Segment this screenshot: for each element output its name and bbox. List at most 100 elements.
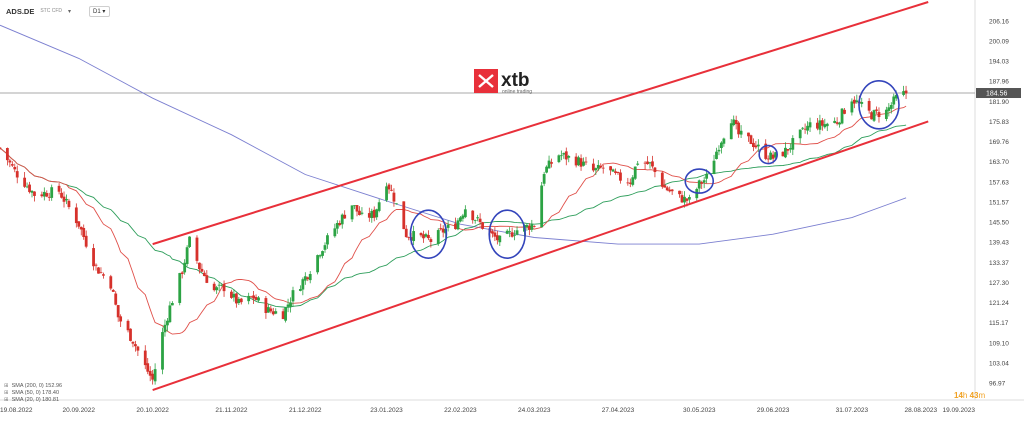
highlight-circle[interactable] — [488, 209, 526, 259]
candle-body — [234, 293, 238, 304]
candle-body — [648, 162, 652, 164]
highlight-circle[interactable] — [409, 209, 448, 259]
candle-body — [852, 99, 856, 104]
sma200-line — [0, 24, 907, 245]
candle-body — [8, 160, 12, 163]
timeframe-label: D1 — [93, 8, 101, 15]
timeframe-selector[interactable]: D1 ▾ — [89, 5, 111, 17]
candle-body — [591, 163, 595, 171]
candle-body — [904, 90, 908, 94]
candle-body — [614, 171, 617, 174]
candle-body — [350, 205, 354, 220]
highlight-circle[interactable] — [758, 144, 778, 165]
candle-body — [838, 122, 841, 125]
candle-body — [146, 363, 150, 372]
candle-body — [670, 189, 674, 192]
highlight-circle[interactable] — [684, 168, 715, 194]
candle-body — [463, 209, 467, 218]
candle-body — [441, 228, 445, 233]
candle-body — [92, 248, 95, 267]
candle-body — [97, 267, 100, 274]
candle-body — [525, 224, 529, 228]
x-tick-label: 21.12.2022 — [289, 407, 322, 414]
candle-body — [872, 110, 876, 121]
x-tick-label: 19.08.2022 — [0, 407, 33, 414]
candle-body — [377, 202, 381, 211]
candle-body — [633, 166, 637, 179]
candle-body — [771, 154, 775, 159]
candle-body — [715, 151, 718, 160]
candle-body — [355, 205, 359, 212]
countdown-minutes: 43 — [969, 391, 979, 400]
candle-body — [148, 370, 152, 376]
x-tick-label: 27.04.2023 — [602, 407, 635, 414]
x-tick-label: 23.01.2023 — [370, 407, 403, 414]
candle-body — [252, 295, 255, 299]
candle-body — [195, 237, 199, 261]
indicator-sma50[interactable]: ⊞ SMA (50, 0) 178.40 — [4, 390, 62, 397]
candle-body — [370, 211, 374, 219]
candle-body — [764, 143, 768, 159]
candle-body — [134, 344, 137, 347]
indicator-sma200[interactable]: ⊞ SMA (200, 0) 152.96 — [4, 383, 62, 390]
x-tick-label: 22.02.2023 — [444, 407, 477, 414]
candle-body — [510, 232, 514, 237]
candle-body — [756, 144, 760, 147]
instrument-symbol[interactable]: ADS.DE — [6, 6, 35, 16]
candle-body — [505, 230, 509, 234]
symbol-dropdown-icon[interactable]: ▾ — [68, 8, 72, 15]
candle-body — [67, 200, 71, 208]
candle-body — [739, 130, 743, 135]
candle-body — [766, 158, 770, 160]
candle-body — [202, 272, 206, 277]
candle-body — [532, 225, 536, 227]
candle-body — [412, 231, 416, 242]
candle-body — [200, 268, 204, 272]
candle-body — [680, 195, 684, 203]
candle-body — [306, 277, 310, 280]
candle-body — [495, 235, 499, 241]
x-tick-label: 29.06.2023 — [757, 407, 790, 414]
candle-body — [215, 287, 219, 291]
channel-lower-line[interactable] — [152, 120, 929, 391]
y-tick-label: 96.97 — [989, 381, 1006, 388]
x-tick-label: 30.05.2023 — [683, 407, 716, 414]
candle-body — [825, 123, 829, 127]
candle-body — [427, 234, 430, 239]
candle-body — [237, 298, 241, 303]
highlight-circle[interactable] — [858, 80, 900, 130]
candle-body — [574, 156, 578, 166]
candle-body — [360, 212, 364, 214]
chart-toolbar: ADS.DE STC CFD ▾ D1 ▾ — [6, 4, 111, 18]
timeframe-dropdown-icon: ▾ — [102, 8, 106, 15]
candle-body — [15, 171, 19, 178]
candle-body — [77, 221, 81, 227]
candle-body — [131, 341, 135, 344]
candle-body — [498, 235, 502, 243]
candle-body — [774, 152, 777, 158]
candle-body — [343, 214, 347, 219]
indicator-settings-icon[interactable]: ⊞ — [4, 397, 9, 403]
candle-body — [902, 91, 905, 95]
indicator-settings-icon[interactable]: ⊞ — [4, 390, 9, 396]
candle-body — [515, 230, 519, 235]
indicator-sma20[interactable]: ⊞ SMA (20, 0) 180.81 — [4, 397, 62, 404]
candle-body — [601, 167, 605, 169]
x-tick-label: 21.11.2022 — [215, 407, 247, 414]
candle-body — [151, 373, 155, 380]
candle-body — [230, 291, 233, 298]
candle-body — [513, 234, 516, 236]
candle-body — [45, 193, 49, 197]
candle-body — [559, 155, 563, 157]
candle-body — [247, 295, 251, 302]
instrument-type: STC CFD — [40, 8, 63, 14]
candle-body — [473, 220, 477, 221]
candle-body — [712, 160, 716, 175]
candle-body — [170, 303, 174, 306]
candle-body — [700, 182, 704, 184]
candle-body — [870, 112, 873, 120]
indicator-settings-icon[interactable]: ⊞ — [4, 383, 9, 389]
candle-body — [340, 214, 344, 225]
channel-upper-line[interactable] — [152, 1, 929, 246]
